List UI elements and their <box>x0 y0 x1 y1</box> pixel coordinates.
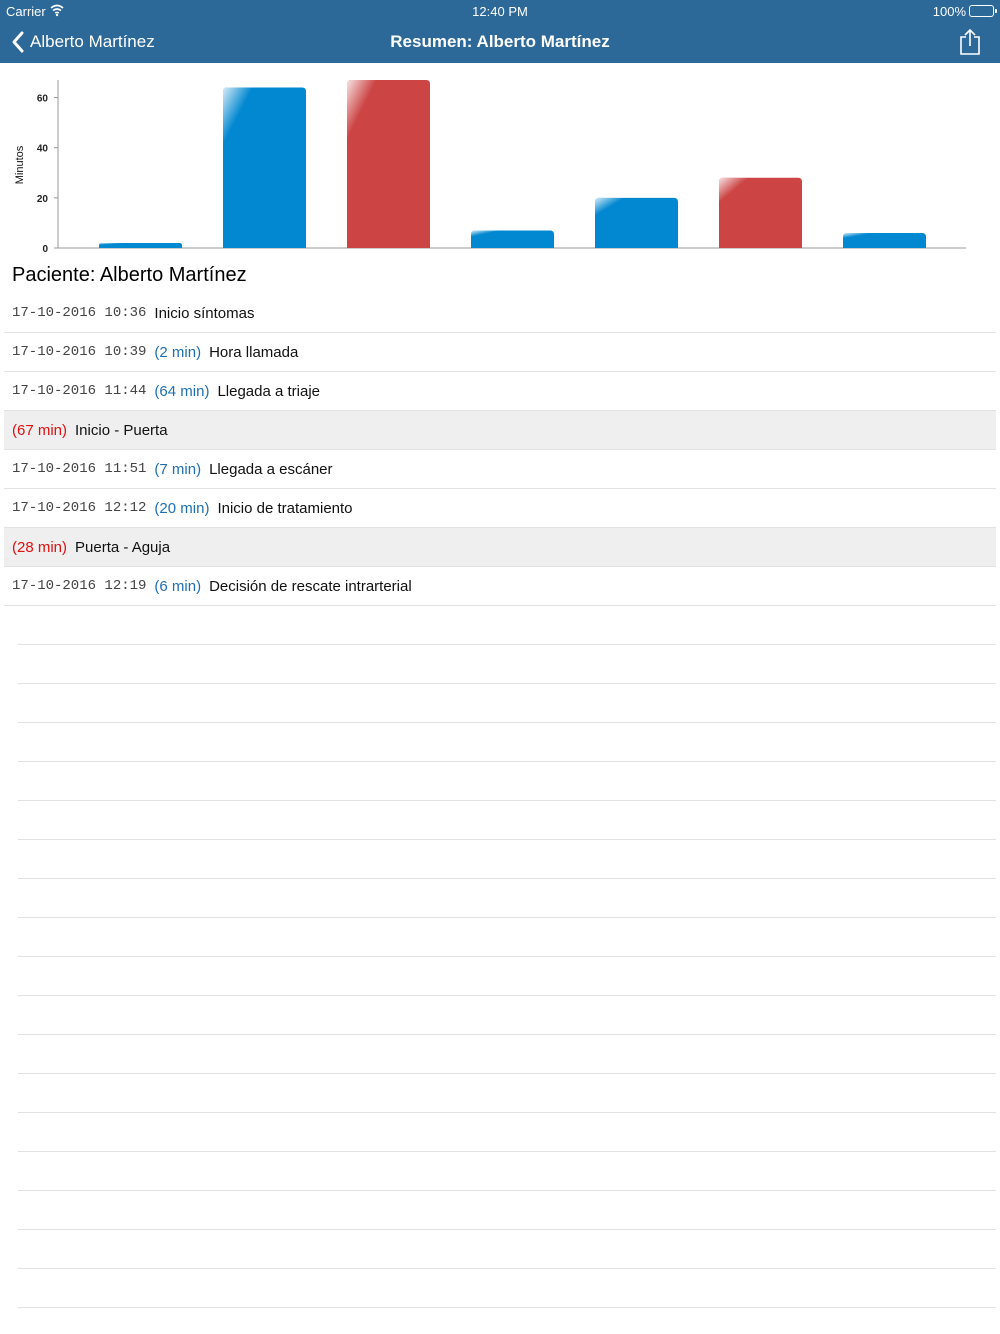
summary-row[interactable]: (67 min) Inicio - Puerta <box>4 411 996 450</box>
event-duration: (28 min) <box>12 538 68 556</box>
event-timestamp: 17-10-2016 10:39 <box>12 344 147 360</box>
empty-row <box>18 684 996 723</box>
minutes-bar-chart: 0 20 40 60 Minutos <box>0 63 1000 263</box>
empty-row <box>18 1113 996 1152</box>
event-name: Inicio de tratamiento <box>217 499 353 517</box>
event-name: Llegada a triaje <box>217 382 321 400</box>
empty-row <box>18 762 996 801</box>
chart-bar-gloss <box>843 232 926 248</box>
patient-title: Paciente: Alberto Martínez <box>12 264 247 286</box>
chart-bar-gloss <box>719 177 802 248</box>
back-button-label: Alberto Martínez <box>30 32 155 51</box>
empty-row <box>18 645 996 684</box>
empty-row <box>18 1269 996 1308</box>
empty-table-rows <box>18 606 996 1308</box>
empty-row <box>18 840 996 879</box>
event-timestamp: 17-10-2016 10:36 <box>12 305 147 321</box>
chart-bars <box>99 80 926 248</box>
y-axis-label: Minutos <box>14 145 26 184</box>
share-icon <box>960 28 980 55</box>
event-duration: (7 min) <box>154 460 202 478</box>
event-row[interactable]: 17-10-2016 11:51 (7 min) Llegada a escáner <box>4 450 996 489</box>
battery-icon <box>969 5 997 17</box>
event-row[interactable]: 17-10-2016 12:12 (20 min) Inicio de tratam… <box>4 489 996 528</box>
battery-percent: 100% <box>932 4 966 19</box>
status-bar: Carrier 12:40 PM 100% <box>0 0 1000 22</box>
event-name: Decisión de rescate intrarterial <box>209 577 412 595</box>
chart-bar-gloss <box>99 242 182 248</box>
y-tick-label: 0 <box>42 244 48 255</box>
event-row[interactable]: 17-10-2016 11:44 (64 min) Llegada a triaje <box>4 372 996 411</box>
event-timestamp: 17-10-2016 12:12 <box>12 500 147 516</box>
empty-row <box>18 879 996 918</box>
empty-row <box>18 606 996 645</box>
event-row[interactable]: 17-10-2016 10:36 Inicio síntomas <box>4 294 996 333</box>
event-timestamp: 17-10-2016 11:51 <box>12 461 147 477</box>
chevron-left-icon <box>12 31 24 53</box>
wifi-icon <box>50 3 64 20</box>
empty-row <box>18 1074 996 1113</box>
empty-row <box>18 723 996 762</box>
empty-row <box>18 918 996 957</box>
event-duration: (2 min) <box>154 343 202 361</box>
empty-row <box>18 996 996 1035</box>
summary-row[interactable]: (28 min) Puerta - Aguja <box>4 528 996 567</box>
share-button[interactable] <box>958 28 982 56</box>
navigation-bar: Alberto Martínez Resumen: Alberto Martín… <box>0 22 1000 63</box>
empty-row <box>18 1230 996 1269</box>
chart-bar-gloss <box>595 197 678 248</box>
event-duration: (20 min) <box>154 499 210 517</box>
event-name: Hora llamada <box>209 343 299 361</box>
event-name: Inicio síntomas <box>154 304 255 322</box>
empty-row <box>18 1191 996 1230</box>
empty-row <box>18 801 996 840</box>
y-tick-label: 40 <box>37 144 49 155</box>
event-name: Puerta - Aguja <box>75 538 171 556</box>
empty-row <box>18 957 996 996</box>
event-list: 17-10-2016 10:36 Inicio síntomas 17-10-201… <box>0 294 1000 606</box>
event-duration: (67 min) <box>12 421 68 439</box>
event-duration: (6 min) <box>154 577 202 595</box>
event-timestamp: 17-10-2016 12:19 <box>12 578 147 594</box>
back-button[interactable]: Alberto Martínez <box>10 30 155 54</box>
empty-row <box>18 1035 996 1074</box>
event-duration: (64 min) <box>154 382 210 400</box>
y-axis: 0 20 40 60 <box>37 80 966 255</box>
event-timestamp: 17-10-2016 11:44 <box>12 383 147 399</box>
y-tick-label: 20 <box>37 194 49 205</box>
chart-bar-gloss <box>347 80 430 248</box>
chart-bar-gloss <box>471 230 554 248</box>
event-row[interactable]: 17-10-2016 12:19 (6 min) Decisión de resca… <box>4 567 996 606</box>
y-tick-label: 60 <box>37 94 49 105</box>
carrier-label: Carrier <box>6 4 46 19</box>
page-title: Resumen: Alberto Martínez <box>390 32 610 51</box>
chart-bar-gloss <box>223 87 306 248</box>
empty-row <box>18 1152 996 1191</box>
event-name: Inicio - Puerta <box>75 421 168 439</box>
event-name: Llegada a escáner <box>209 460 333 478</box>
clock: 12:40 PM <box>472 4 528 19</box>
event-row[interactable]: 17-10-2016 10:39 (2 min) Hora llamada <box>4 333 996 372</box>
